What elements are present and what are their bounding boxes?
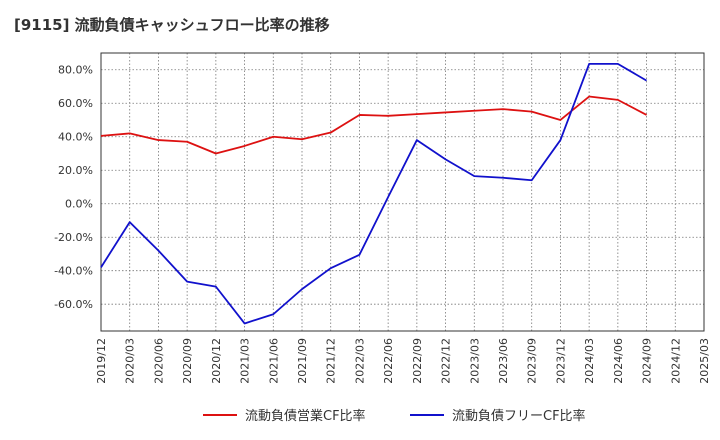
series-line-2 xyxy=(100,62,648,325)
x-tick-label: 2022/12 xyxy=(440,338,453,384)
y-tick-label: -60.0% xyxy=(54,298,93,311)
x-tick-label: 2023/06 xyxy=(497,338,510,384)
x-tick-label: 2023/03 xyxy=(468,338,481,384)
x-tick-label: 2022/06 xyxy=(382,338,395,384)
series-group xyxy=(100,62,648,325)
x-tick-label: 2019/12 xyxy=(95,338,108,384)
y-tick-label: 20.0% xyxy=(58,164,93,177)
x-tick-label: 2020/09 xyxy=(181,338,194,384)
y-tick-label: -40.0% xyxy=(54,265,93,278)
y-tick-label: 80.0% xyxy=(58,64,93,77)
x-tick-label: 2023/12 xyxy=(554,338,567,384)
x-tick-label: 2024/09 xyxy=(641,338,654,384)
x-tick-label: 2021/12 xyxy=(325,338,338,384)
x-tick-label: 2025/03 xyxy=(698,338,711,384)
x-tick-label: 2021/03 xyxy=(239,338,252,384)
legend-label-1: 流動負債営業CF比率 xyxy=(245,408,366,424)
x-tick-label: 2020/03 xyxy=(124,338,137,384)
x-tick-label: 2024/06 xyxy=(612,338,625,384)
legend: 流動負債営業CF比率 流動負債フリーCF比率 xyxy=(203,408,586,424)
legend-label-2: 流動負債フリーCF比率 xyxy=(452,408,586,424)
series-line-1 xyxy=(100,95,647,155)
chart-title: [9115] 流動負債キャッシュフロー比率の推移 xyxy=(14,16,330,34)
y-tick-label: 60.0% xyxy=(58,97,93,110)
plot-frame xyxy=(100,52,705,332)
x-tick-label: 2020/12 xyxy=(210,338,223,384)
x-tick-label: 2024/12 xyxy=(669,338,682,384)
x-tick-label: 2022/09 xyxy=(411,338,424,384)
y-tick-label: 40.0% xyxy=(58,131,93,144)
x-tick-label: 2021/09 xyxy=(296,338,309,384)
x-tick-label: 2021/06 xyxy=(267,338,280,384)
y-axis: -60.0% -40.0% -20.0% 0.0% 20.0% 40.0% 60.0% 80.… xyxy=(54,64,93,311)
x-tick-label: 2020/06 xyxy=(152,338,165,384)
y-tick-label: -20.0% xyxy=(54,231,93,244)
y-tick-label: 0.0% xyxy=(65,198,93,211)
x-axis: 2019/12 2020/03 2020/06 2020/09 2020/12 2021/… xyxy=(95,338,711,384)
plot-area xyxy=(101,53,704,331)
x-tick-label: 2022/03 xyxy=(353,338,366,384)
x-tick-label: 2023/09 xyxy=(526,338,539,384)
x-tick-label: 2024/03 xyxy=(583,338,596,384)
